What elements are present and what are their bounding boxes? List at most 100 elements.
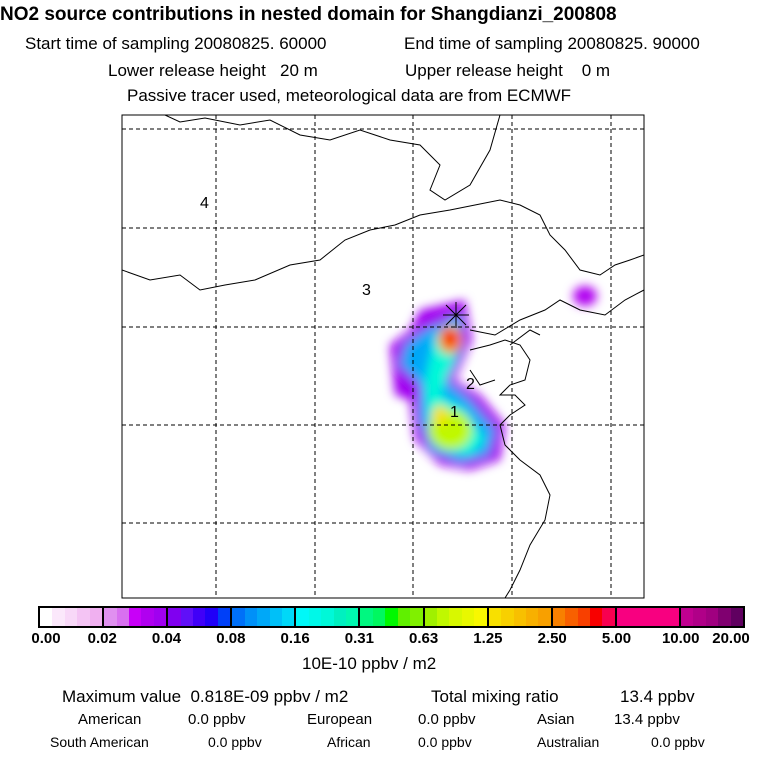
colorbar-cell: [128, 608, 142, 626]
plume: [390, 286, 597, 470]
colorbar-cell: [346, 608, 359, 626]
colorbar-cell: [513, 608, 526, 626]
region-label-3: 3: [362, 282, 371, 299]
colorbar-cell: [64, 608, 78, 626]
colorbar-cell: [153, 608, 167, 626]
colorbar-segment: [232, 608, 297, 626]
colorbar-tick-label: 0.00: [31, 630, 61, 647]
colorbar-cell: [244, 608, 258, 626]
colorbar-tick-label: 0.16: [280, 630, 310, 647]
colorbar-segment: [488, 608, 553, 626]
grid: [122, 115, 644, 598]
plume-red: [443, 329, 457, 347]
colorbar-segment: [424, 608, 489, 626]
colorbar-cell: [730, 608, 744, 626]
colorbar-cell: [89, 608, 103, 626]
colorbar-tick-label: 0.63: [409, 630, 439, 647]
colorbar-cell: [590, 608, 603, 626]
region-label-4: 4: [200, 195, 209, 212]
region-value: 0.0 ppbv: [418, 734, 472, 750]
coastlines-borders: [122, 115, 644, 598]
colorbar-cell: [449, 608, 462, 626]
colorbar-cell: [232, 608, 245, 626]
chart-title: NO2 source contributions in nested domai…: [0, 4, 617, 25]
colorbar-segment: [680, 608, 744, 626]
colorbar-cell: [104, 608, 117, 626]
colorbar-cell: [718, 608, 731, 626]
colorbar-cell: [269, 608, 282, 626]
colorbar-cell: [52, 608, 65, 626]
colorbar-tick-label: 10.00: [661, 630, 700, 647]
colorbar: [38, 606, 745, 628]
region-name: Australian: [537, 734, 600, 750]
colorbar-cell: [501, 608, 514, 626]
region-label-1: 1: [450, 404, 459, 421]
colorbar-cell: [577, 608, 591, 626]
colorbar-cell: [616, 608, 630, 626]
colorbar-cell: [141, 608, 154, 626]
colorbar-cell: [296, 608, 309, 626]
region-value: 13.4 ppbv: [614, 711, 680, 728]
colorbar-cell: [77, 608, 90, 626]
colorbar-cell: [40, 608, 53, 626]
plume-east-blob: [573, 286, 597, 306]
total-value: 13.4 ppbv: [620, 687, 695, 706]
colorbar-segment: [104, 608, 169, 626]
colorbar-cell: [436, 608, 450, 626]
colorbar-cell: [205, 608, 218, 626]
upper-height: Upper release height 0 m: [405, 61, 611, 80]
region-name: European: [307, 711, 373, 728]
colorbar-tick-label: 0.08: [216, 630, 246, 647]
tracer-note: Passive tracer used, meteorological data…: [127, 86, 572, 105]
plot-frame: [121, 114, 645, 599]
colorbar-cell: [680, 608, 694, 626]
lower-height: Lower release height 20 m: [108, 61, 318, 80]
receptor-star-icon: [443, 302, 469, 328]
colorbar-cell: [410, 608, 423, 626]
colorbar-tick-label: 2.50: [537, 630, 567, 647]
colorbar-segment: [40, 608, 105, 626]
colorbar-cell: [602, 608, 615, 626]
colorbar-cell: [474, 608, 487, 626]
colorbar-cell: [666, 608, 679, 626]
colorbar-cell: [424, 608, 437, 626]
colorbar-segment: [360, 608, 425, 626]
colorbar-cell: [538, 608, 551, 626]
region-value: 0.0 ppbv: [208, 734, 262, 750]
colorbar-cell: [321, 608, 334, 626]
region-value: 0.0 ppbv: [651, 734, 705, 750]
colorbar-tick-label: 5.00: [601, 630, 632, 647]
colorbar-tick-label: 0.04: [151, 630, 182, 647]
colorbar-cell: [360, 608, 373, 626]
colorbar-cell: [488, 608, 502, 626]
colorbar-cell: [180, 608, 194, 626]
colorbar-tick-label: 0.02: [87, 630, 117, 647]
colorbar-segment: [168, 608, 233, 626]
colorbar-segment: [552, 608, 617, 626]
colorbar-cell: [705, 608, 719, 626]
start-time: Start time of sampling 20080825. 60000: [25, 34, 327, 53]
colorbar-cell: [525, 608, 539, 626]
colorbar-cell: [168, 608, 181, 626]
plume-yellow: [432, 405, 448, 425]
colorbar-cell: [552, 608, 566, 626]
colorbar-cell: [385, 608, 398, 626]
colorbar-cell: [397, 608, 411, 626]
colorbar-tick-label: 1.25: [473, 630, 503, 647]
total-label: Total mixing ratio: [431, 687, 559, 706]
colorbar-cell: [333, 608, 347, 626]
region-name: American: [78, 711, 142, 728]
colorbar-cell: [461, 608, 475, 626]
colorbar-segment: [296, 608, 361, 626]
region-label-2: 2: [466, 376, 475, 393]
region-name: African: [327, 734, 371, 750]
colorbar-cell: [116, 608, 129, 626]
max-value: Maximum value 0.818E-09 ppbv / m2: [62, 687, 349, 706]
colorbar-tick-label: 0.31: [344, 630, 374, 647]
end-time: End time of sampling 20080825. 90000: [404, 34, 700, 53]
region-value: 0.0 ppbv: [418, 711, 476, 728]
colorbar-cell: [217, 608, 231, 626]
colorbar-cell: [308, 608, 322, 626]
colorbar-cell: [281, 608, 295, 626]
